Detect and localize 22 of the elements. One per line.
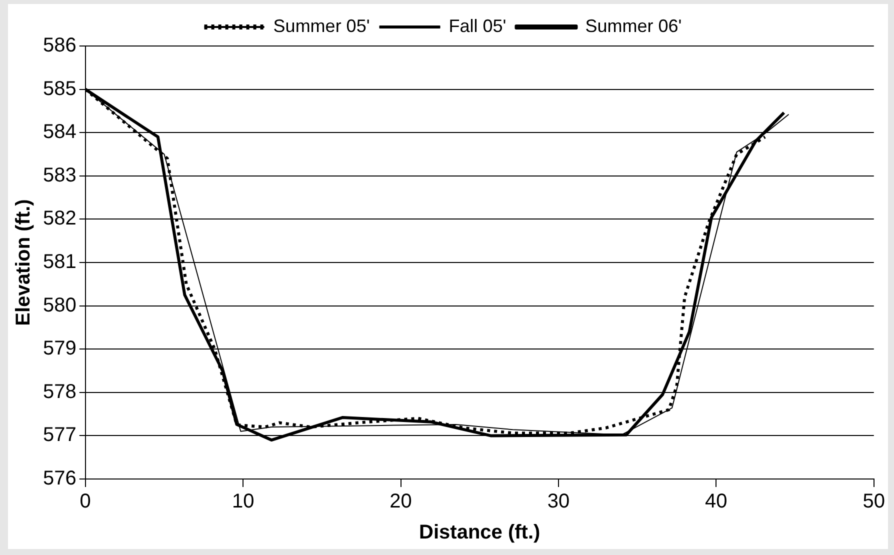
x-axis-title: Distance (ft.) [419, 522, 540, 544]
y-tick-label: 582 [42, 208, 76, 230]
y-tick-label: 577 [42, 424, 76, 446]
x-tick-label: 50 [862, 490, 885, 513]
y-axis-title: Elevation (ft.) [12, 199, 35, 326]
y-tick-label: 581 [42, 251, 76, 274]
x-tick-label: 40 [705, 490, 728, 513]
y-tick-label: 579 [42, 338, 76, 360]
y-tick-label: 578 [42, 380, 76, 403]
x-tick-label: 20 [390, 490, 412, 513]
y-tick-label: 586 [42, 34, 76, 57]
y-tick-label: 584 [42, 121, 76, 144]
y-tick-label: 580 [42, 294, 76, 316]
x-tick-label: 0 [80, 490, 91, 513]
legend-label: Summer 05' [273, 16, 370, 36]
y-tick-label: 583 [42, 164, 76, 186]
legend-label: Summer 06' [585, 16, 682, 36]
y-tick-label: 585 [42, 78, 76, 100]
y-tick-label: 576 [42, 468, 76, 490]
x-tick-label: 30 [547, 490, 570, 513]
legend-label: Fall 05' [448, 16, 506, 36]
x-tick-label: 10 [232, 490, 254, 513]
